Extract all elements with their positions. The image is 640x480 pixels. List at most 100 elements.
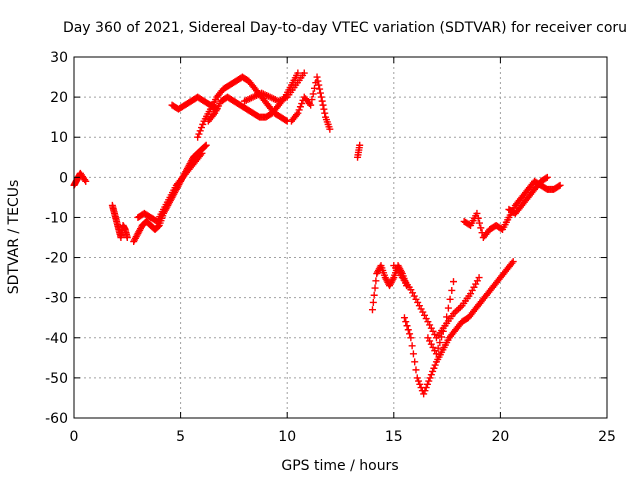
data-point	[448, 286, 456, 294]
data-point	[419, 308, 427, 316]
x-tick-label: 0	[70, 429, 79, 445]
data-point	[443, 313, 451, 321]
data-point	[444, 304, 452, 312]
data-point	[400, 314, 408, 322]
data-point	[310, 84, 318, 92]
data-point	[508, 259, 516, 267]
data-point	[389, 275, 397, 283]
data-point	[473, 277, 481, 285]
series-arc-l	[390, 262, 483, 342]
axis-ticks: 0 5 10 15 20 25 -60 -50 -40 -30 -20 -10 0 10 20 30	[45, 50, 616, 445]
data-point	[429, 343, 437, 351]
series-arc-d	[168, 93, 221, 113]
data-point	[427, 340, 435, 348]
data-point	[305, 100, 313, 108]
data-point	[446, 295, 454, 303]
data-point	[308, 96, 316, 104]
data-point	[509, 258, 517, 266]
data-point	[209, 111, 217, 119]
data-point	[424, 318, 432, 326]
data-point	[316, 85, 324, 93]
series-arc-a	[108, 201, 131, 241]
x-tick-label: 25	[598, 429, 616, 445]
series-arc-c	[134, 149, 206, 225]
data-point	[455, 305, 463, 313]
data-point	[316, 89, 324, 97]
data-point	[543, 173, 551, 181]
data-point	[453, 307, 461, 315]
data-point	[372, 277, 380, 285]
data-point	[315, 81, 323, 89]
data-point	[416, 380, 424, 388]
series-arc-e	[194, 73, 291, 141]
data-point	[407, 334, 415, 342]
data-point	[356, 141, 364, 149]
data-point	[423, 380, 431, 388]
data-point	[431, 331, 439, 339]
series-arc-k	[400, 258, 517, 398]
data-point	[421, 387, 429, 395]
series-arc-h	[287, 73, 334, 133]
grid-lines	[74, 57, 607, 418]
data-point	[295, 106, 303, 114]
data-point	[476, 219, 484, 227]
data-point	[197, 124, 205, 132]
y-tick-label: -40	[45, 331, 68, 347]
data-point	[406, 330, 414, 338]
data-point	[420, 390, 428, 398]
data-point	[431, 361, 439, 369]
data-point	[417, 305, 425, 313]
data-point	[411, 358, 419, 366]
data-point	[472, 280, 480, 288]
data-point	[468, 286, 476, 294]
data-point	[555, 182, 563, 190]
data-point	[198, 149, 206, 157]
data-point	[474, 214, 482, 222]
data-point	[432, 350, 440, 358]
data-point	[195, 130, 203, 138]
data-point	[542, 174, 550, 182]
series-arc-o	[505, 173, 551, 217]
data-point	[415, 302, 423, 310]
data-point	[320, 105, 328, 113]
data-point	[321, 109, 329, 117]
data-point	[293, 111, 301, 119]
data-point	[409, 289, 417, 297]
data-point	[434, 344, 442, 352]
data-point	[429, 367, 437, 375]
data-point	[294, 69, 302, 77]
data-point	[475, 274, 483, 282]
y-tick-label: 30	[50, 50, 68, 66]
data-point	[368, 306, 376, 314]
data-point	[409, 350, 417, 358]
y-tick-label: 20	[50, 90, 68, 106]
data-point	[282, 116, 290, 124]
data-point	[82, 177, 90, 185]
data-point	[202, 141, 210, 149]
data-point	[309, 90, 317, 98]
data-point	[194, 133, 202, 141]
data-point	[414, 298, 422, 306]
data-point	[318, 97, 326, 105]
data-point	[422, 315, 430, 323]
data-point	[403, 322, 411, 330]
data-point	[317, 93, 325, 101]
series-arc-n	[460, 177, 564, 241]
data-point	[296, 103, 304, 111]
y-axis-title: SDTVAR / TECUs	[6, 180, 22, 295]
data-point	[426, 337, 434, 345]
data-point	[196, 127, 204, 135]
data-point	[473, 209, 481, 217]
data-point	[123, 234, 131, 241]
data-point	[426, 374, 434, 382]
y-tick-label: -30	[45, 291, 68, 307]
y-tick-label: -10	[45, 210, 68, 226]
data-point	[451, 308, 459, 316]
data-point	[294, 109, 302, 117]
data-point	[470, 283, 478, 291]
data-points	[70, 69, 564, 398]
data-point	[412, 295, 420, 303]
data-point	[408, 342, 416, 350]
plot-frame	[73, 56, 608, 419]
